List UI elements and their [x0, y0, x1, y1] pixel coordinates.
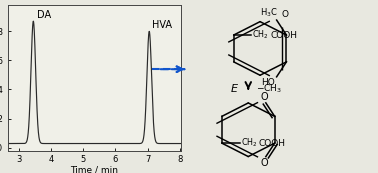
Text: O: O — [260, 157, 268, 167]
Text: O: O — [260, 92, 268, 102]
Text: HO: HO — [261, 78, 275, 87]
Text: COOH: COOH — [270, 30, 297, 40]
Text: $\mathregular{CH_2}$: $\mathregular{CH_2}$ — [240, 137, 257, 149]
X-axis label: Time / min: Time / min — [71, 166, 118, 173]
Text: $\mathregular{-CH_3}$: $\mathregular{-CH_3}$ — [256, 83, 282, 95]
Text: O: O — [282, 10, 288, 19]
Text: DA: DA — [37, 10, 51, 20]
Text: $\mathregular{CH_2}$: $\mathregular{CH_2}$ — [253, 29, 269, 41]
Text: HVA: HVA — [152, 20, 172, 30]
Text: $\mathregular{H_3C}$: $\mathregular{H_3C}$ — [260, 7, 277, 19]
Text: COOH: COOH — [258, 139, 285, 148]
Text: E: E — [231, 84, 238, 94]
